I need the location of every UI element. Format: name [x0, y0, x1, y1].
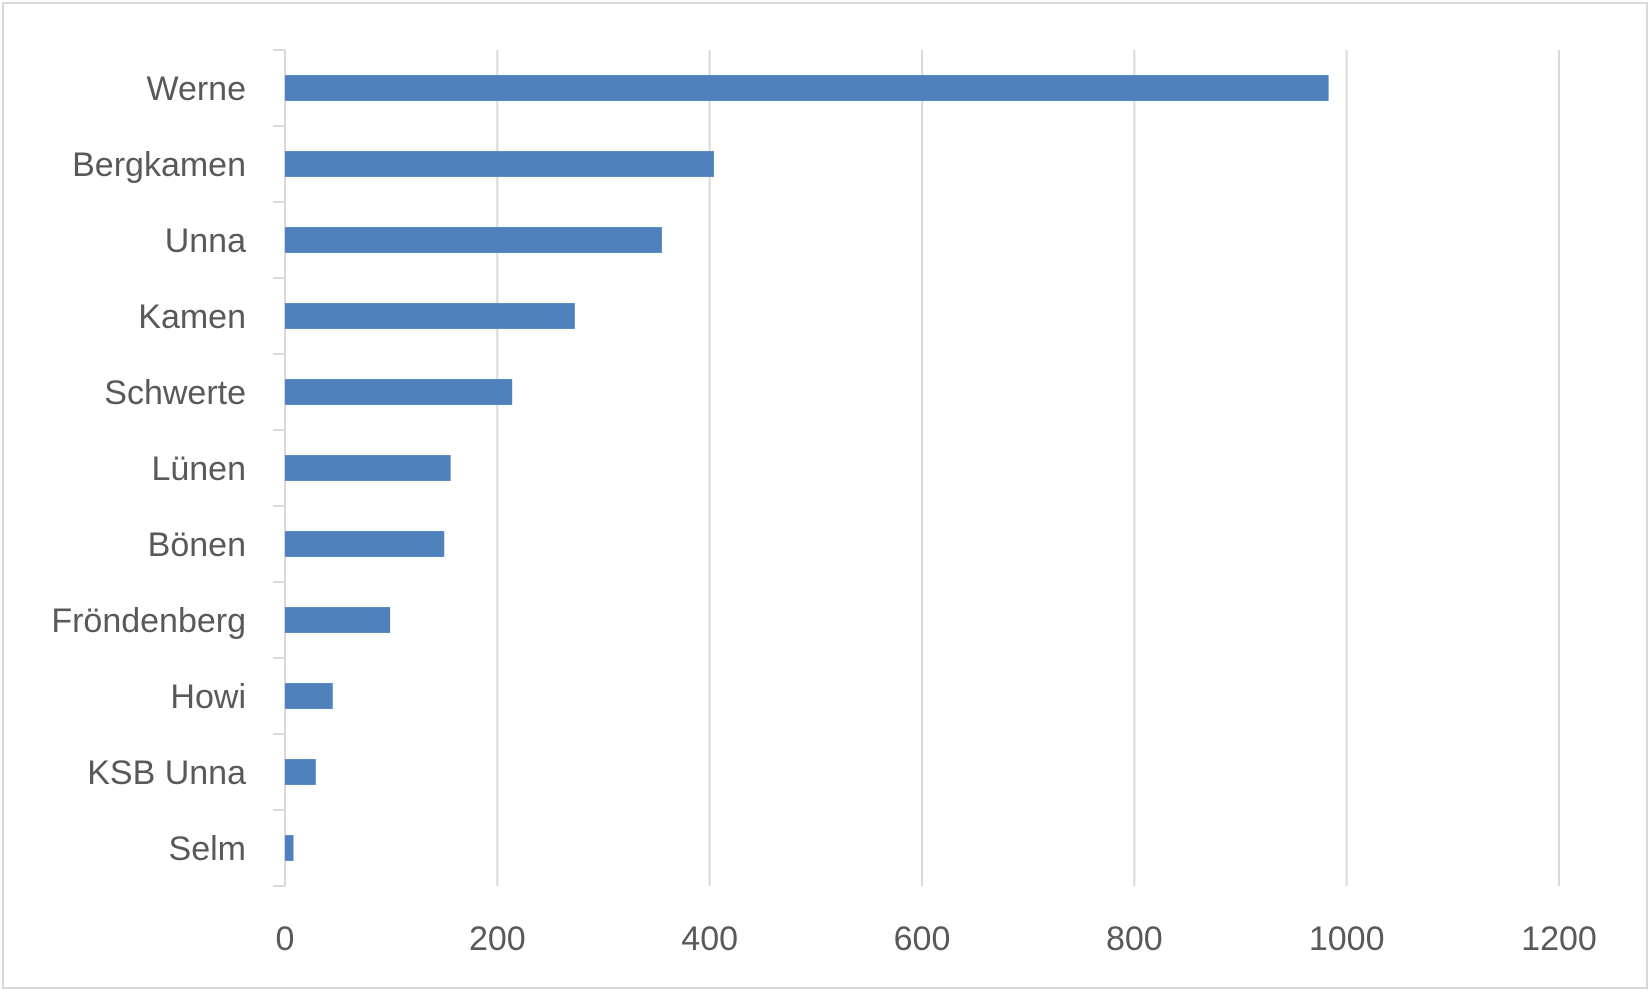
- category-label: Bönen: [148, 526, 246, 564]
- category-label: Kamen: [138, 298, 246, 336]
- category-labels: Werne Bergkamen Unna Kamen Schwerte Lünen Böne…: [51, 70, 246, 868]
- x-tick-label: 0: [276, 920, 295, 958]
- category-label: Howi: [170, 678, 246, 716]
- category-label: Bergkamen: [72, 146, 246, 184]
- bar-kamen: [285, 303, 575, 329]
- category-label: Schwerte: [104, 374, 246, 412]
- x-tick-label: 1000: [1309, 920, 1385, 958]
- bar-unna: [285, 227, 662, 253]
- x-tick-label: 400: [681, 920, 738, 958]
- category-label: Fröndenberg: [51, 602, 246, 640]
- x-tick-label: 1200: [1521, 920, 1597, 958]
- bar-howi: [285, 683, 333, 709]
- grid-lines: [496, 50, 1560, 886]
- bar-ksb-unna: [285, 759, 316, 785]
- bar-fr-ndenberg: [285, 607, 391, 633]
- bars: [285, 75, 1329, 861]
- x-tick-label: 600: [894, 920, 951, 958]
- x-tick-label: 800: [1106, 920, 1163, 958]
- bar-b-nen: [285, 531, 445, 557]
- category-label: Lünen: [151, 450, 246, 488]
- category-axis: [273, 49, 286, 887]
- category-label: Unna: [165, 222, 246, 260]
- bar-bergkamen: [285, 151, 714, 177]
- bar-schwerte: [285, 379, 513, 405]
- bar-selm: [285, 835, 294, 861]
- category-label: KSB Unna: [87, 754, 246, 792]
- bar-l-nen: [285, 455, 451, 481]
- x-tick-label: 200: [469, 920, 526, 958]
- category-label: Werne: [146, 70, 246, 108]
- value-axis-labels: 0 200 400 600 800 1000 1200: [276, 920, 1597, 958]
- category-label: Selm: [169, 830, 246, 868]
- bar-werne: [285, 75, 1329, 101]
